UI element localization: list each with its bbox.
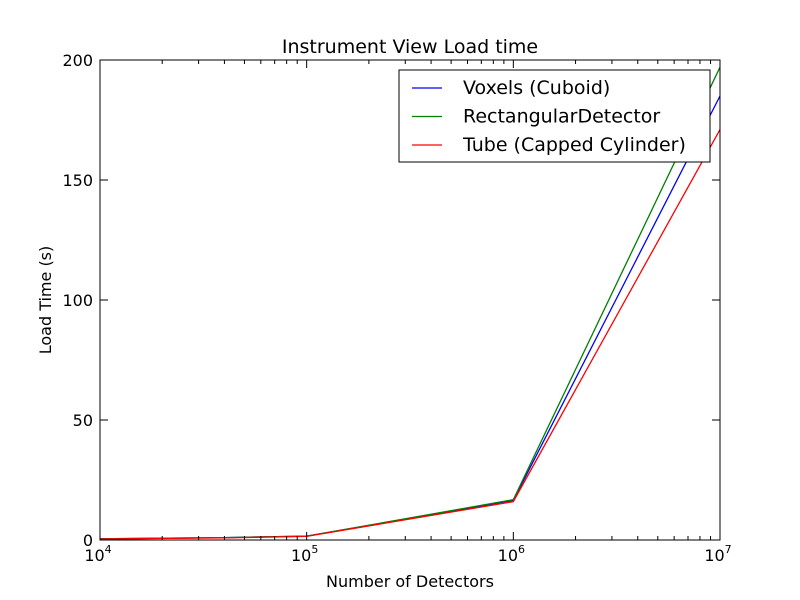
x-tick-label: 105 bbox=[291, 543, 318, 565]
x-tick-label: 106 bbox=[498, 543, 525, 565]
legend-label: RectangularDetector bbox=[463, 106, 660, 128]
y-tick-label: 0 bbox=[83, 531, 93, 550]
x-tick-label: 107 bbox=[704, 543, 731, 565]
x-axis-label: Number of Detectors bbox=[326, 572, 494, 591]
axis-ticks: 0 50 100 150 200 104 105 106 107 bbox=[62, 51, 731, 565]
legend-label: Tube (Capped Cylinder) bbox=[462, 134, 686, 156]
y-axis-label: Load Time (s) bbox=[36, 246, 55, 355]
legend: Voxels (Cuboid) RectangularDetector Tube (… bbox=[398, 69, 711, 163]
legend-label: Voxels (Cuboid) bbox=[463, 77, 610, 99]
y-tick-label: 200 bbox=[62, 51, 93, 70]
plot-frame bbox=[99, 59, 721, 541]
y-tick-label: 100 bbox=[62, 291, 93, 310]
legend-box bbox=[398, 69, 711, 163]
y-tick-label: 50 bbox=[73, 411, 93, 430]
chart-title: Instrument View Load time bbox=[282, 36, 538, 58]
y-tick-label: 150 bbox=[62, 171, 93, 190]
x-tick-label: 104 bbox=[84, 543, 111, 565]
